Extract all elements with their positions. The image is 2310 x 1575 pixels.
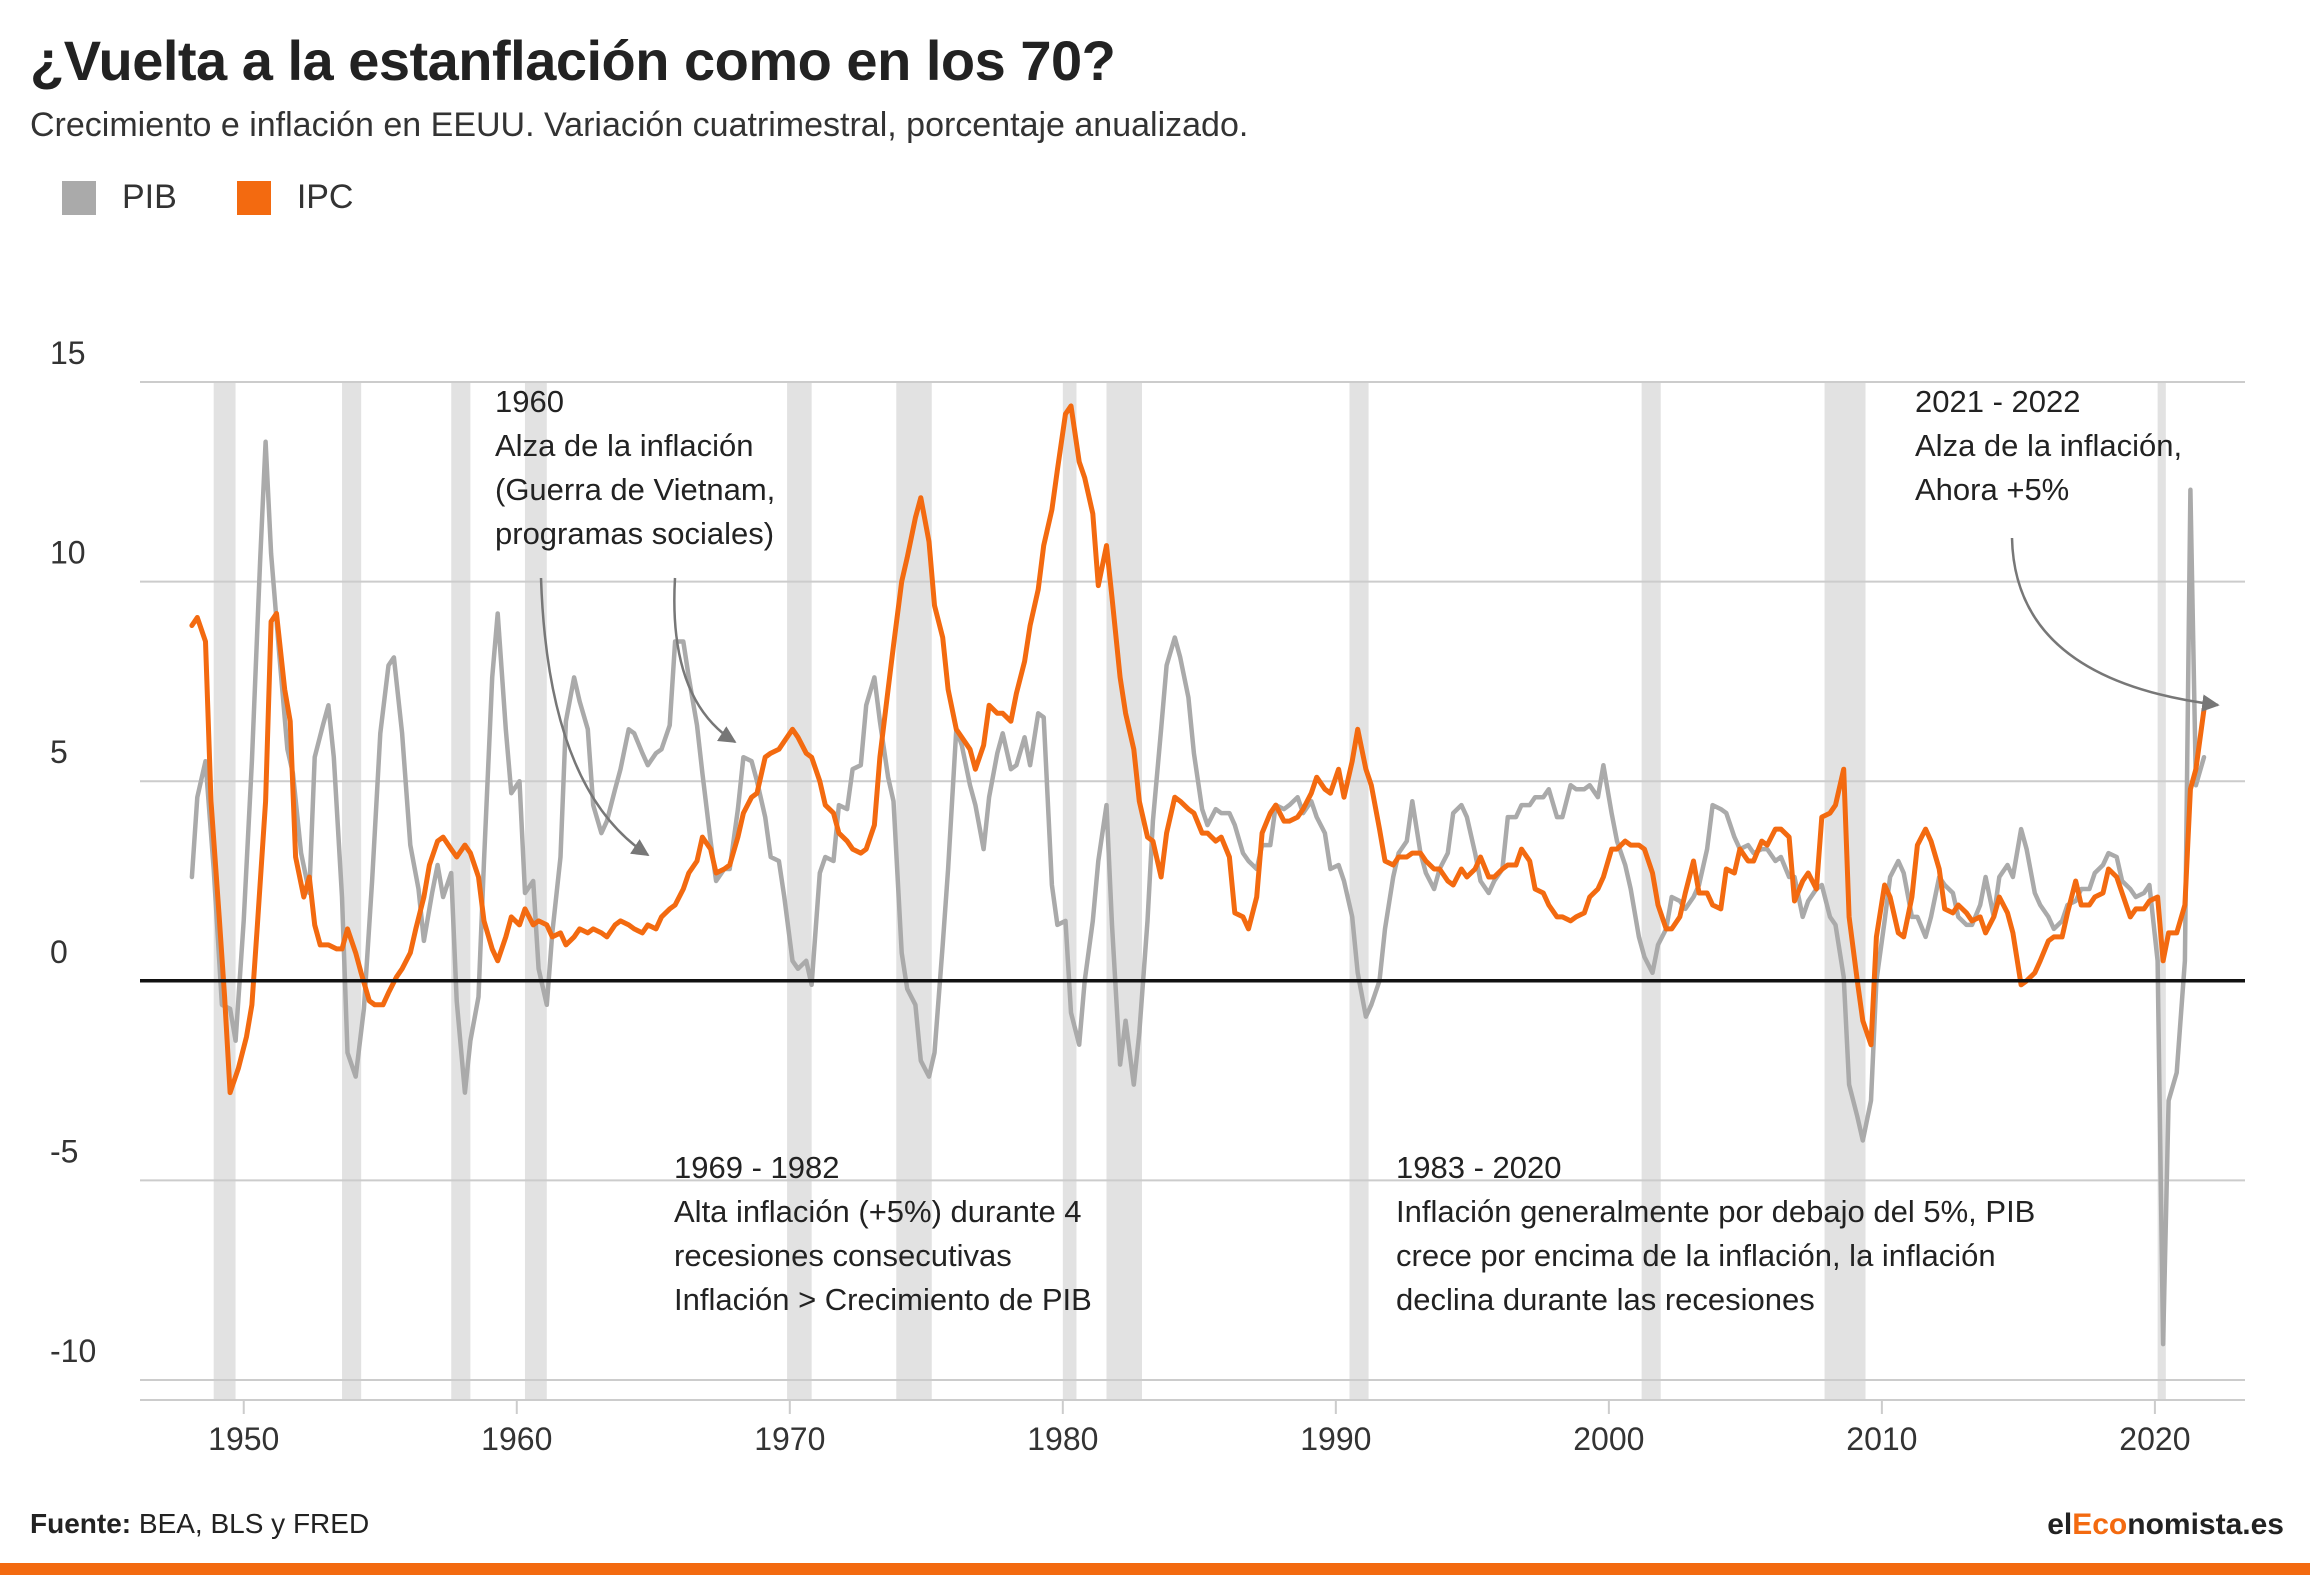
annotation-line: 1983 - 2020 <box>1396 1150 1561 1185</box>
recession-band-11 <box>2157 381 2166 1400</box>
legend-label-pib: PIB <box>122 178 177 216</box>
annotation-line: 1960 <box>495 384 564 419</box>
series-line-ipc <box>189 403 2207 1096</box>
recession-band-6 <box>1062 381 1077 1400</box>
annotation-line: Alza de la inflación <box>495 428 754 463</box>
brand-suffix: nomista.es <box>2127 1508 2284 1541</box>
x-tick-label: 2000 <box>1573 1421 1644 1457</box>
recession-band-0 <box>213 381 236 1400</box>
legend-swatch-pib <box>62 180 96 215</box>
annotation-line: crece por encima de la inflación, la inf… <box>1396 1238 1996 1273</box>
x-tick-label: 1960 <box>481 1421 552 1457</box>
recession-band-1 <box>342 381 362 1400</box>
source-label: Fuente: <box>30 1508 132 1539</box>
annotation-line: 1969 - 1982 <box>674 1150 839 1185</box>
annotation-2021: 2021 - 2022 Alza de la inflación, Ahora +5… <box>1915 384 2182 507</box>
x-tick-label: 2010 <box>1846 1421 1917 1457</box>
legend: PIB IPC <box>62 178 414 217</box>
x-tick-label: 1950 <box>208 1421 279 1457</box>
y-tick-label: -10 <box>50 1333 96 1369</box>
grid-lines <box>140 380 2245 1401</box>
recession-band-2 <box>451 381 471 1400</box>
annotation-line: Ahora +5% <box>1915 472 2069 507</box>
line-chart: 15 10 5 0 -5 -10 1950 1960 1970 1980 1990 2000 2010… <box>50 335 2245 1457</box>
y-tick-label: 15 <box>50 335 86 371</box>
annotation-line: 2021 - 2022 <box>1915 384 2080 419</box>
recession-band-8 <box>1349 381 1369 1400</box>
series-lines <box>140 403 2245 1347</box>
recession-bands <box>213 381 2166 1400</box>
x-tick-label: 2020 <box>2119 1421 2190 1457</box>
chart-title: ¿Vuelta a la estanflación como en los 70… <box>30 29 1116 92</box>
legend-swatch-ipc <box>236 180 271 215</box>
x-tick-label: 1980 <box>1027 1421 1098 1457</box>
brand-logo: elEconomista.es <box>2047 1508 2284 1542</box>
series-line-pib <box>189 439 2207 1347</box>
legend-item-ipc: IPC <box>236 178 354 217</box>
annotation-line: declina durante las recesiones <box>1396 1282 1815 1317</box>
brand-prefix: el <box>2047 1508 2073 1541</box>
y-tick-label: 10 <box>50 535 86 571</box>
annotation-line: Inflación > Crecimiento de PIB <box>674 1282 1092 1317</box>
source-text: BEA, BLS y FRED <box>131 1508 370 1539</box>
arrow-1960-b <box>673 577 737 744</box>
legend-item-pib: PIB <box>62 178 177 217</box>
annotation-1960: 1960 Alza de la inflación (Guerra de Vietn… <box>495 384 775 551</box>
recession-band-4 <box>787 381 812 1400</box>
annotation-1969: 1969 - 1982 Alta inflación (+5%) durante … <box>674 1150 1092 1317</box>
y-tick-label: -5 <box>50 1133 78 1169</box>
annotation-line: Alta inflación (+5%) durante 4 <box>674 1194 1082 1229</box>
source-note: Fuente: BEA, BLS y FRED <box>30 1508 369 1540</box>
recession-band-10 <box>1824 381 1866 1400</box>
arrow-2021 <box>2010 537 2220 712</box>
chart-subtitle: Crecimiento e inflación en EEUU. Variaci… <box>30 106 1249 144</box>
y-tick-label: 0 <box>50 934 68 970</box>
y-tick-label: 5 <box>50 734 68 770</box>
annotation-arrows <box>539 537 2220 857</box>
legend-label-ipc: IPC <box>296 178 354 216</box>
annotation-line: Alza de la inflación, <box>1915 428 2182 463</box>
annotations: 1960 Alza de la inflación (Guerra de Vietn… <box>495 384 2182 1317</box>
annotation-line: (Guerra de Vietnam, <box>495 472 775 507</box>
recession-band-5 <box>896 381 932 1400</box>
x-tick-label: 1990 <box>1300 1421 1371 1457</box>
bottom-accent-bar <box>0 1563 2310 1575</box>
arrow-1960-a <box>539 577 650 857</box>
brand-accent: Eco <box>2072 1508 2128 1541</box>
annotation-line: programas sociales) <box>495 516 774 551</box>
annotation-line: recesiones consecutivas <box>674 1238 1012 1273</box>
annotation-1983: 1983 - 2020 Inflación generalmente por de… <box>1396 1150 2035 1317</box>
x-axis-ticks: 1950 1960 1970 1980 1990 2000 2010 2020 <box>208 1400 2190 1457</box>
x-tick-label: 1970 <box>754 1421 825 1457</box>
recession-band-9 <box>1641 381 1661 1400</box>
annotation-line: Inflación generalmente por debajo del 5%… <box>1396 1194 2035 1229</box>
y-axis-ticks: 15 10 5 0 -5 -10 <box>50 335 96 1369</box>
